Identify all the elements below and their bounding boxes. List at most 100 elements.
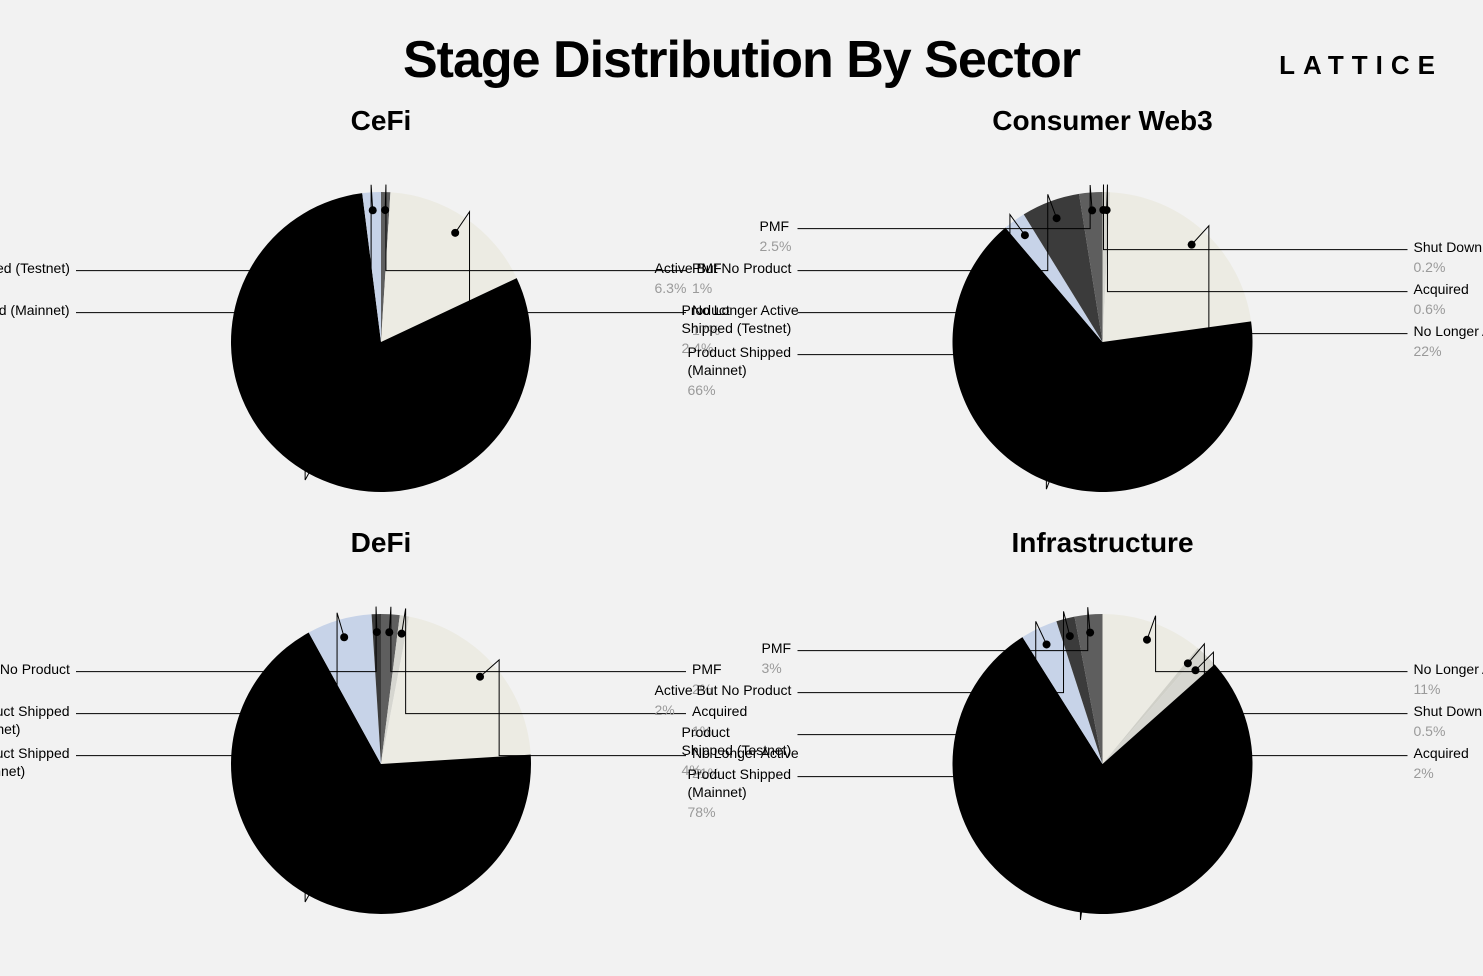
slice-label-text: Product Shipped [688, 766, 792, 782]
slice-label-text: PMF [760, 218, 790, 234]
leader-dot [313, 454, 321, 462]
slice-label-text: Product Shipped [688, 344, 792, 360]
slice-label-text: PMF [692, 661, 722, 677]
slice-label: No Longer Active22% [1414, 322, 1483, 360]
slice-label-text: Acquired [1414, 745, 1469, 761]
leader-dot [1066, 632, 1074, 640]
slice-label-text: Product [682, 724, 730, 740]
leader-dot [1143, 636, 1151, 644]
panel-title-infra: Infrastructure [742, 527, 1463, 559]
pie-svg [742, 564, 1463, 944]
leader-dot [451, 229, 459, 237]
pie-svg [742, 142, 1463, 522]
slice-label: Active But No Product 1% [0, 660, 70, 698]
slice-label-pct: 0.5% [1414, 722, 1482, 740]
slice-label-pct: 68% [0, 782, 70, 800]
leader-dot [1021, 231, 1029, 239]
slice-label-pct: 6.3% [655, 279, 792, 297]
panel-title-cefi: CeFi [20, 105, 742, 137]
slice-label: Product Shipped (Mainnet) 78% [688, 765, 792, 822]
slice-label-text: Active But No Product [655, 260, 792, 276]
slice-label: Shut Down 0.5% [1414, 702, 1482, 740]
pie-slice [1103, 192, 1252, 342]
slice-label-pct: 0.6% [1414, 300, 1469, 318]
page-title: Stage Distribution By Sector [0, 30, 1483, 90]
pie-svg [20, 564, 742, 944]
leader-dot [385, 628, 393, 636]
slice-label-text: PMF [762, 640, 792, 656]
slice-label: Active But No Product 6.3% [655, 259, 792, 297]
leader-dot [1088, 206, 1096, 214]
slice-label: Acquired 2% [1414, 744, 1469, 782]
slice-label: Shut Down 0.2% [1414, 238, 1482, 276]
slice-label-text: Shipped (Testnet) [682, 742, 792, 758]
leader-dot [340, 633, 348, 641]
leader-dot [369, 206, 377, 214]
slice-label-text: (Mainnet) [0, 763, 25, 779]
leader-dot [1043, 640, 1051, 648]
pie-chart-defi: PMF2%Acquired1%No Longer Active21%Active… [20, 564, 742, 944]
slice-label: No Longer Active 11% [1414, 660, 1483, 698]
slice-label-text: Product Shipped (Mainnet) [0, 302, 70, 318]
pie-chart-cefi: PMF1%No Longer Active17%Product Shipped … [20, 142, 742, 522]
slice-label-text: Active But No Product [0, 661, 70, 677]
slice-label-pct: 2.5% [760, 237, 792, 255]
panel-title-consumer: Consumer Web3 [742, 105, 1463, 137]
slice-label-pct: 3% [762, 659, 792, 677]
slice-label: Active But No Product 2% [655, 681, 792, 719]
slice-label-text: Product Shipped [0, 745, 70, 761]
leader-dot [1080, 891, 1088, 899]
leader-dot [1184, 659, 1192, 667]
slice-label-text: Shipped (Testnet) [682, 320, 792, 336]
slice-label-pct: 80% [0, 321, 70, 339]
slice-label-pct: 0.2% [1414, 258, 1482, 276]
panel-infra: Infrastructure No Longer Active11%Shut D… [742, 522, 1463, 944]
slice-label-pct: 66% [688, 381, 792, 399]
pie-chart-consumer: Shut Down0.2%Acquired0.6%No Longer Activ… [742, 142, 1463, 522]
panel-defi: DeFi PMF2%Acquired1%No Longer Active21%A… [20, 522, 742, 944]
slice-label: PMF 3% [762, 639, 792, 677]
slice-label-pct: 2% [655, 701, 792, 719]
slice-label: Product Shipped (Testnet) 2% [0, 259, 70, 297]
slice-label: Product Shipped (Mainnet) 68% [0, 744, 70, 801]
lattice-logo: LATTICE [1279, 50, 1443, 81]
slice-label-text: Shut Down [1414, 239, 1482, 255]
slice-label-text: Product [682, 302, 730, 318]
pie-chart-infra: No Longer Active11%Shut Down0.5%Acquired… [742, 564, 1463, 944]
slice-label-text: Product Shipped (Testnet) [0, 260, 70, 276]
slice-label-pct: 1% [0, 680, 70, 698]
slice-label-pct: 2% [0, 279, 70, 297]
leader-dot [1188, 241, 1196, 249]
panel-title-defi: DeFi [20, 527, 742, 559]
leader-dot [476, 673, 484, 681]
slice-label: Product Shipped (Mainnet) 80% [0, 301, 70, 339]
leader-dot [398, 630, 406, 638]
slice-label-pct: 11% [1414, 680, 1483, 698]
leader-dot [1051, 461, 1059, 469]
panel-cefi: CeFi PMF1%No Longer Active17%Product Shi… [20, 100, 742, 522]
charts-grid: CeFi PMF1%No Longer Active17%Product Shi… [0, 90, 1483, 950]
panel-consumer: Consumer Web3 Shut Down0.2%Acquired0.6%N… [742, 100, 1463, 522]
slice-label-text: No Longer Active [1414, 323, 1483, 339]
slice-label: Acquired0.6% [1414, 280, 1469, 318]
leader-dot [381, 206, 389, 214]
slice-label-text: No Longer Active [1414, 661, 1483, 677]
leader-dot [1103, 206, 1111, 214]
leader-dot [1191, 666, 1199, 674]
pie-svg [20, 142, 742, 522]
slice-label-pct: 78% [688, 803, 792, 821]
slice-label-text: (Mainnet) [688, 784, 747, 800]
slice-label-pct: 2% [1414, 764, 1469, 782]
leader-dot [373, 628, 381, 636]
slice-label: Product Shipped (Mainnet) 66% [688, 343, 792, 400]
header: Stage Distribution By Sector LATTICE [0, 0, 1483, 90]
slice-label-text: (Testnet) [0, 721, 20, 737]
slice-label-text: Shut Down [1414, 703, 1482, 719]
leader-dot [313, 876, 321, 884]
leader-dot [1086, 629, 1094, 637]
slice-label-text: Product Shipped [0, 703, 70, 719]
slice-label-text: Active But No Product [655, 682, 792, 698]
slice-label-text: (Mainnet) [688, 362, 747, 378]
leader-dot [1053, 214, 1061, 222]
slice-label: PMF 2.5% [760, 217, 792, 255]
